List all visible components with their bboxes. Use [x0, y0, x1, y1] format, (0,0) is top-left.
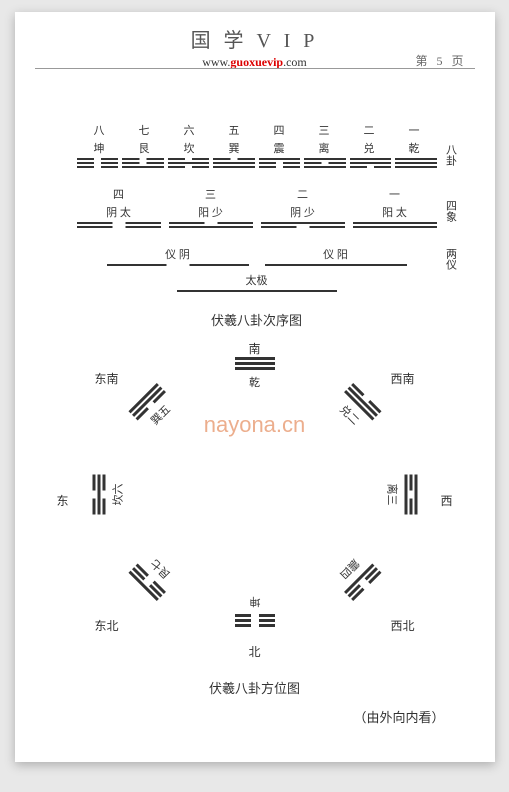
trigram-num: 八	[77, 122, 122, 138]
sequence-caption: 伏羲八卦次序图	[77, 310, 437, 329]
taiji-line	[177, 290, 337, 292]
trigram-num: 二	[347, 122, 392, 138]
trigram	[122, 158, 164, 168]
direction-caption: 伏羲八卦方位图	[15, 678, 495, 697]
trigram-name: 坎	[167, 140, 212, 156]
trigram-num: 七	[122, 122, 167, 138]
trigram-name: 乾	[392, 140, 437, 156]
trigram-name: 巽	[212, 140, 257, 156]
trigram	[350, 158, 392, 168]
header-divider	[35, 68, 475, 69]
bagua-label: 八卦	[443, 144, 459, 166]
trigram-name: 坤	[77, 140, 122, 156]
taiji-row: 太极	[77, 272, 437, 292]
liangyi-row: 仪 阴仪 阳	[77, 246, 437, 266]
cardinal-sw: 东南	[95, 370, 119, 387]
bagua-node-east: 离三	[382, 465, 417, 525]
liangyi-label: 两仪	[443, 248, 459, 270]
sixiang-cell: 四阴 太	[77, 186, 161, 228]
liangyi-cell: 仪 阴	[107, 246, 249, 266]
trigram	[77, 158, 119, 168]
trigram	[259, 158, 301, 168]
trigram	[168, 158, 210, 168]
taiji-label: 太极	[77, 272, 437, 288]
trigram-name: 震	[257, 140, 302, 156]
sixiang-cell: 二阴 少	[261, 186, 345, 228]
bagua-node-nw: 艮七	[121, 541, 188, 608]
trigram-name: 艮	[122, 140, 167, 156]
sequence-diagram: 八七六五四三二一 坤艮坎巽震离兑乾 八卦 四阴 太三阳 少二阴 少一阳 太 四象…	[77, 122, 437, 329]
bagua-node-se: 兑二	[321, 376, 388, 443]
bagua-node-ne: 震四	[321, 541, 388, 608]
cardinal-west: 西	[440, 492, 452, 509]
bagua-node-south: 乾	[225, 357, 285, 392]
trigram-num: 四	[257, 122, 302, 138]
cardinal-south: 南	[249, 340, 261, 357]
url-suffix: .com	[283, 55, 307, 69]
trigram-lines-row	[77, 158, 437, 168]
trigram-name: 离	[302, 140, 347, 156]
trigram-name: 兑	[347, 140, 392, 156]
trigram-names-row: 坤艮坎巽震离兑乾	[77, 140, 437, 156]
cardinal-ne: 东北	[95, 617, 119, 634]
sixiang-numbers-row: 四阴 太三阳 少二阴 少一阳 太	[77, 186, 437, 228]
bagua-node-west: 坎六	[92, 465, 127, 525]
trigram	[304, 158, 346, 168]
trigram	[395, 158, 437, 168]
cardinal-east: 东	[57, 492, 69, 509]
trigram-num: 三	[302, 122, 347, 138]
page-number: 第 5 页	[415, 52, 466, 69]
site-title: 国 学 V I P	[15, 24, 495, 53]
trigram-num: 五	[212, 122, 257, 138]
bagua-node-north: 坤	[225, 592, 285, 627]
bagua-node-sw: 巽五	[121, 376, 188, 443]
trigram-num: 一	[392, 122, 437, 138]
trigram-num: 六	[167, 122, 212, 138]
url-prefix: www.	[202, 55, 230, 69]
url-main: guoxuevip	[230, 55, 283, 69]
sixiang-cell: 三阳 少	[169, 186, 253, 228]
cardinal-nw: 西北	[390, 617, 414, 634]
liangyi-cell: 仪 阳	[265, 246, 407, 266]
cardinal-se: 西南	[390, 370, 414, 387]
sixiang-cell: 一阳 太	[353, 186, 437, 228]
viewing-note: （由外向内看）	[353, 707, 444, 726]
trigram-numbers-row: 八七六五四三二一	[77, 122, 437, 138]
direction-diagram: 南 北 东 西 东南 西南 东北 西北 乾兑二离三震四坤艮七坎六巽五	[75, 352, 435, 652]
cardinal-north: 北	[249, 643, 261, 660]
sixiang-label: 四象	[443, 200, 459, 222]
trigram	[213, 158, 255, 168]
page: 国 学 V I P www.guoxuevip.com 第 5 页 八七六五四三…	[15, 12, 495, 762]
